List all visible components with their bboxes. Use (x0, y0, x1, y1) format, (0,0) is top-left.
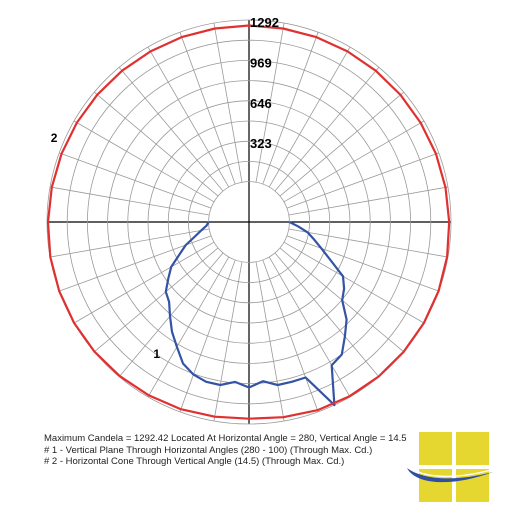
grid-ring (66, 39, 432, 405)
candela-curves (46, 24, 451, 420)
series-2-label: 2 (51, 131, 58, 145)
series-1-label: 1 (153, 347, 160, 361)
chart-legend: Maximum Candela = 1292.42 Located At Hor… (44, 433, 407, 468)
chart-labels: 323 646 969 1292 1 2 (51, 15, 279, 361)
series-1-curve (164, 221, 348, 407)
grid-ring (127, 100, 371, 344)
radial-tick-label: 969 (250, 55, 272, 70)
series-2-curve (46, 24, 451, 420)
logo-swoosh (407, 468, 493, 483)
legend-series-2: # 2 - Horizontal Cone Through Vertical A… (44, 456, 345, 467)
radial-tick-label: 646 (250, 96, 272, 111)
grid-ring (86, 59, 412, 385)
logo-pane-top-right (456, 432, 489, 465)
grid-ring (107, 80, 391, 364)
grid-ring (167, 140, 331, 304)
grid-ring (147, 120, 351, 324)
legend-series-1: # 1 - Vertical Plane Through Horizontal … (44, 444, 373, 456)
logo-swoosh-light (408, 465, 492, 478)
window-globe-logo (407, 432, 493, 502)
radial-tick-label: 1292 (250, 15, 279, 30)
max-candela-note: Maximum Candela = 1292.42 Located At Hor… (44, 433, 407, 444)
logo-pane-top-left (419, 432, 452, 465)
grid-ring (187, 160, 310, 283)
radial-tick-label: 323 (250, 136, 272, 151)
